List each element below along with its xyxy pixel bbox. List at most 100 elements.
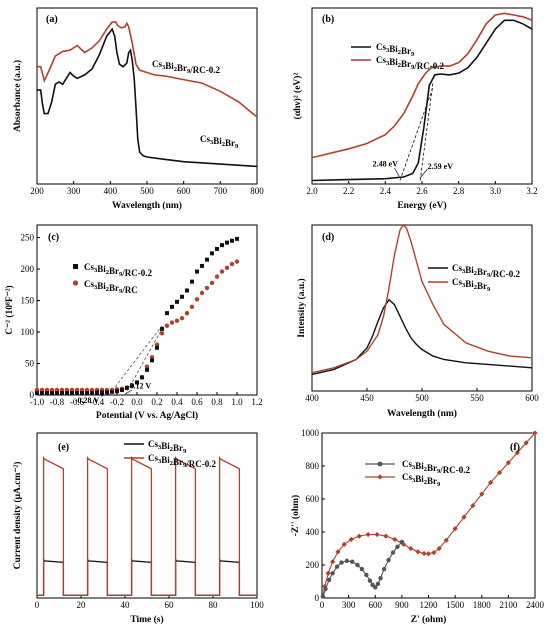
c-ytick-label: 200 — [21, 264, 35, 274]
f-point-rc — [359, 566, 365, 572]
e-legend-rc: Cs3Bi2Br9/RC-0.2 — [148, 453, 217, 469]
b-ylabel: (αhν)² (eV)² — [292, 73, 303, 120]
c-point-rc02 — [110, 389, 114, 394]
panel-c-frame — [36, 224, 258, 396]
f-point-rc — [381, 566, 387, 572]
c-point-rc02 — [45, 391, 49, 396]
b-series-0 — [311, 19, 533, 182]
f-legend-rc: Cs3Bi2Br9/RC-0.2 — [402, 459, 471, 475]
f-ylabel: -Z'' (ohm) — [290, 495, 301, 536]
e-series-0 — [37, 557, 257, 596]
f-point-rc — [378, 576, 383, 581]
c-point-rc02 — [165, 311, 169, 316]
b-xtick-label: 2.2 — [343, 186, 354, 196]
c-point-rc02 — [230, 238, 234, 243]
panel-d-frame — [311, 224, 533, 392]
c-point-rc02 — [50, 391, 54, 396]
c-ytick-label: 150 — [21, 296, 35, 306]
panel-f: 0 300 600 900 1200 1500 1800 2100 2400 0 200 400 600… — [290, 428, 545, 625]
c-point-rc — [164, 323, 170, 328]
c-xlabel: Potential (V vs. Ag/AgCl) — [96, 410, 198, 421]
e-xtick-label: 0 — [35, 600, 40, 610]
f-xtick-label: 600 — [369, 600, 383, 610]
f-ytick-label: 1000 — [301, 428, 320, 438]
c-point-rc02 — [190, 279, 194, 284]
a-series-1 — [37, 27, 258, 168]
f-point-cs — [401, 541, 407, 547]
c-point-rc — [159, 331, 165, 336]
f-point-cs — [408, 545, 414, 552]
f-point-rc — [330, 571, 335, 576]
e-panel-label: (e) — [58, 442, 69, 453]
f-xtick-label: 2400 — [526, 600, 545, 610]
f-point-cs — [392, 536, 398, 543]
c-annotation-1: -0.28 V — [75, 396, 100, 405]
f-point-cs — [325, 570, 331, 576]
c-point-rc — [54, 387, 60, 393]
b-xtick-label: 3.0 — [490, 186, 502, 196]
c-xtick-label: 0.4 — [171, 397, 183, 407]
a-xtick-label: 200 — [30, 186, 44, 196]
c-ytick-label: 250 — [21, 233, 35, 243]
c-point-rc02 — [140, 375, 144, 380]
f-point-cs — [431, 550, 437, 556]
c-point-rc02 — [175, 299, 179, 304]
c-point-rc02 — [150, 358, 154, 363]
d-panel-label: (d) — [322, 232, 334, 243]
c-point-rc — [84, 387, 90, 393]
b-series-1 — [311, 12, 533, 159]
b-xtick-label: 2.4 — [380, 186, 392, 196]
c-point-rc02 — [195, 269, 199, 274]
c-point-rc02 — [55, 391, 59, 396]
c-point-rc02 — [180, 294, 184, 299]
a-series-0 — [37, 21, 258, 118]
c-point-rc02 — [220, 243, 224, 248]
c-point-rc02 — [40, 391, 44, 396]
c-point-rc02 — [85, 391, 89, 396]
b-annotation-1: 2.48 eV — [373, 159, 399, 168]
c-point-rc — [149, 355, 155, 360]
f-point-cs — [365, 531, 371, 538]
c-point-rc02 — [215, 246, 219, 251]
c-arrow-2 — [125, 389, 133, 395]
f-point-cs — [488, 479, 494, 486]
f-point-cs — [421, 550, 427, 557]
c-point-rc — [179, 315, 185, 321]
c-xtick-label: 1.0 — [231, 397, 243, 407]
c-xtick-label: -0.8 — [50, 397, 65, 407]
f-point-rc — [339, 560, 344, 565]
f-point-rc — [349, 559, 355, 564]
f-point-cs — [348, 536, 354, 543]
c-tangent-1 — [108, 325, 163, 396]
c-ytick-label: 0 — [30, 390, 35, 400]
a-xtick-label: 800 — [250, 186, 264, 196]
c-point-rc — [184, 310, 190, 316]
c-point-rc — [89, 387, 95, 393]
c-point-rc02 — [115, 389, 119, 394]
c-point-rc02 — [75, 391, 79, 396]
panel-f-frame — [321, 432, 536, 599]
c-point-rc — [219, 269, 225, 274]
a-legend-rc: Cs3Bi2Br9/RC-0.2 — [152, 59, 221, 75]
f-point-cs — [532, 430, 538, 436]
c-xtick-label: -0.2 — [110, 397, 124, 407]
f-line-cs — [322, 432, 536, 597]
f-xtick-label: 2100 — [499, 600, 518, 610]
d-legend-rc: Cs3Bi2Br9/RC-0.2 — [452, 263, 521, 279]
f-ytick-label: 600 — [306, 494, 320, 504]
b-legend-cs: Cs3Bi2Br9 — [376, 42, 415, 58]
d-series-0 — [311, 298, 533, 376]
f-ytick-label: 0 — [315, 593, 320, 603]
c-point-rc02 — [200, 263, 204, 268]
c-point-rc — [199, 290, 205, 296]
f-point-rc — [395, 544, 400, 550]
c-point-rc — [204, 285, 210, 291]
c-legend-swatch-2 — [72, 280, 79, 286]
c-ytick-label: 100 — [21, 327, 35, 337]
c-point-rc02 — [60, 391, 64, 396]
c-point-rc02 — [95, 390, 99, 395]
f-point-rc — [323, 586, 328, 592]
f-point-cs — [356, 533, 362, 539]
c-point-rc — [154, 342, 160, 347]
d-series-1 — [311, 223, 533, 374]
